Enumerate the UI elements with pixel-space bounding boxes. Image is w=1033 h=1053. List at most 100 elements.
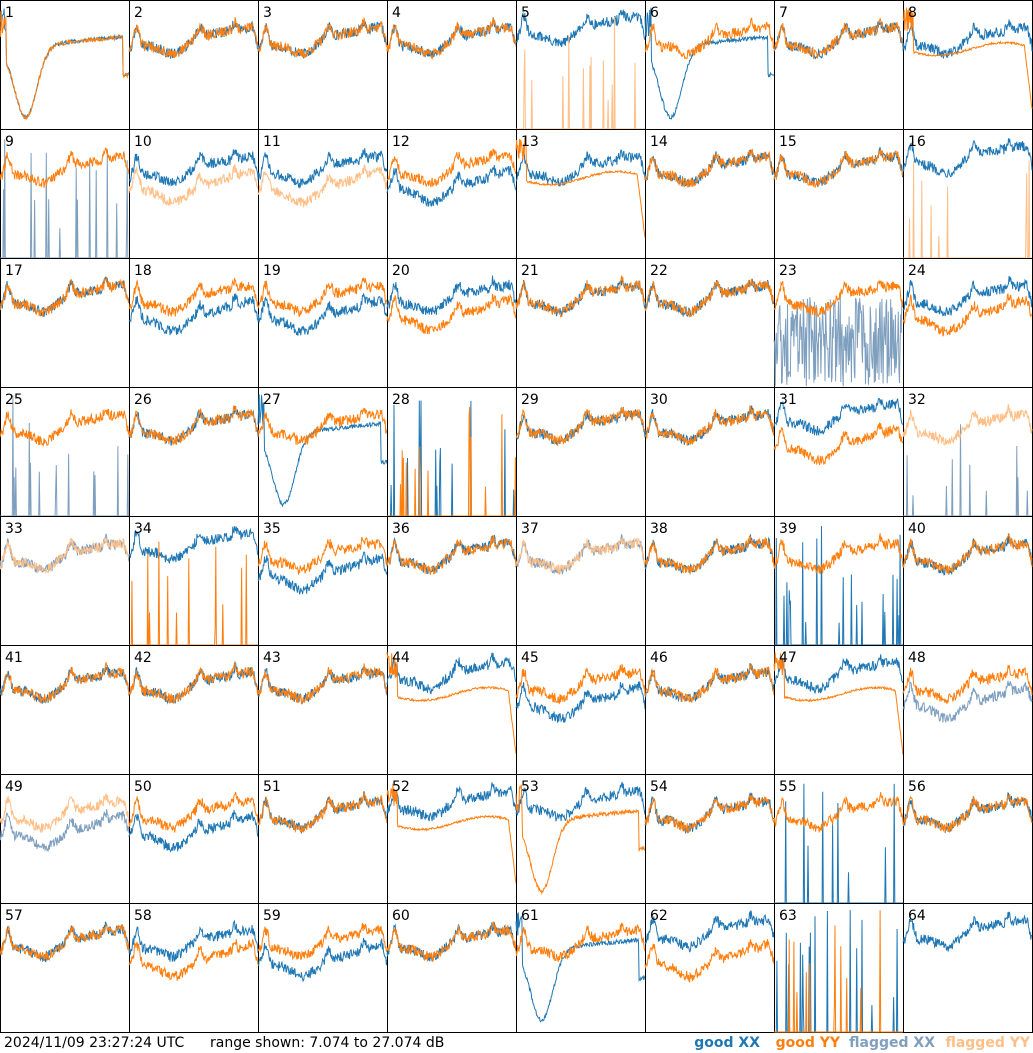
series-yy-good xyxy=(386,148,517,188)
legend-good-xx: good XX xyxy=(694,1035,760,1051)
panel-58: 58 xyxy=(128,903,259,1033)
panel-63: 63 xyxy=(774,903,904,1033)
series-yy-good xyxy=(386,293,517,335)
panel-label: 9 xyxy=(5,134,14,150)
panel-border xyxy=(258,0,388,130)
panel-49: 49 xyxy=(0,774,130,904)
series-xx-good xyxy=(644,7,775,120)
panel-22: 22 xyxy=(644,258,775,388)
series-yy-good xyxy=(128,276,259,317)
series-xx-good xyxy=(773,147,904,188)
series-xx-good xyxy=(644,910,775,953)
panel-18: 18 xyxy=(128,258,259,388)
panel-label: 1 xyxy=(5,5,14,21)
series-yy-good xyxy=(257,277,388,317)
panel-26: 26 xyxy=(128,387,259,517)
series-yy-good xyxy=(644,278,775,318)
panel-3: 3 xyxy=(257,0,388,130)
panel-41: 41 xyxy=(0,645,130,775)
panel-46: 46 xyxy=(644,645,775,775)
series-xx-good xyxy=(773,20,904,60)
panel-label: 13 xyxy=(521,134,539,150)
panel-label: 17 xyxy=(5,263,23,279)
panel-37: 37 xyxy=(515,516,646,646)
panel-label: 25 xyxy=(5,392,23,408)
series-yy-good xyxy=(0,661,130,704)
series-yy-good xyxy=(515,407,646,446)
panel-28: 28 xyxy=(387,387,517,517)
footer-bar: 2024/11/09 23:27:24 UTC range shown: 7.0… xyxy=(0,1033,1033,1053)
panel-label: 15 xyxy=(779,134,797,150)
panel-label: 26 xyxy=(134,392,152,408)
series-yy-flagged xyxy=(0,537,130,574)
panel-16: 16 xyxy=(902,129,1033,259)
panel-4: 4 xyxy=(386,0,517,130)
series-yy-good xyxy=(386,652,517,754)
panel-label: 21 xyxy=(521,263,539,279)
panel-64: 64 xyxy=(902,903,1033,1033)
series-yy-good xyxy=(644,404,775,446)
panel-61: 61 xyxy=(515,903,646,1033)
panel-label: 39 xyxy=(779,521,797,537)
panel-label: 30 xyxy=(650,392,668,408)
series-yy-good xyxy=(902,7,1033,109)
panel-border xyxy=(129,0,259,130)
panel-border xyxy=(774,0,904,130)
panel-2: 2 xyxy=(128,0,259,130)
series-xx-good xyxy=(257,394,388,508)
series-xx-good xyxy=(774,783,903,904)
panel-32: 32 xyxy=(902,387,1033,517)
panel-label: 55 xyxy=(779,779,797,795)
series-yy-good xyxy=(644,17,775,60)
panel-label: 61 xyxy=(521,908,539,924)
panel-label: 32 xyxy=(908,392,926,408)
panel-60: 60 xyxy=(386,903,517,1033)
panel-label: 50 xyxy=(134,779,152,795)
panel-label: 43 xyxy=(263,650,281,666)
panel-label: 16 xyxy=(908,134,926,150)
panel-label: 23 xyxy=(779,263,797,279)
panel-21: 21 xyxy=(515,258,646,388)
panel-label: 40 xyxy=(908,521,926,537)
series-xx-good xyxy=(0,921,130,963)
series-xx-good xyxy=(386,165,517,208)
series-xx-good xyxy=(128,149,259,187)
panel-35: 35 xyxy=(257,516,388,646)
series-yy-good xyxy=(128,662,259,704)
panel-38: 38 xyxy=(644,516,775,646)
panel-62: 62 xyxy=(644,903,775,1033)
series-yy-good xyxy=(773,422,904,466)
series-yy-good xyxy=(128,405,259,445)
series-yy-good xyxy=(773,652,904,755)
series-xx-flagged xyxy=(0,533,130,573)
range-shown: range shown: 7.074 to 27.074 dB xyxy=(210,1035,445,1051)
series-yy-good xyxy=(644,535,775,575)
panel-label: 12 xyxy=(392,134,410,150)
panel-1: 1 xyxy=(0,0,130,130)
series-xx-good xyxy=(902,791,1033,833)
panel-label: 20 xyxy=(392,263,410,279)
series-xx-good xyxy=(257,937,388,983)
panel-label: 38 xyxy=(650,521,668,537)
panel-19: 19 xyxy=(257,258,388,388)
panel-label: 56 xyxy=(908,779,926,795)
panel-6: 6 xyxy=(644,0,775,130)
panel-label: 5 xyxy=(521,5,530,21)
panel-label: 48 xyxy=(908,650,926,666)
panel-33: 33 xyxy=(0,516,130,646)
series-xx-good xyxy=(902,138,1033,179)
series-xx-good xyxy=(902,275,1033,317)
panel-13: 13 xyxy=(515,129,646,259)
series-yy-good xyxy=(0,408,130,447)
series-xx-good xyxy=(386,275,517,315)
panel-9: 9 xyxy=(0,129,130,259)
series-yy-good xyxy=(644,794,775,834)
series-yy-good xyxy=(386,17,517,61)
series-yy-good xyxy=(773,279,904,318)
panel-label: 57 xyxy=(5,908,23,924)
panel-label: 3 xyxy=(263,5,272,21)
panel-label: 31 xyxy=(779,392,797,408)
panel-24: 24 xyxy=(902,258,1033,388)
panel-34: 34 xyxy=(128,516,259,646)
series-xx-good xyxy=(0,276,130,317)
